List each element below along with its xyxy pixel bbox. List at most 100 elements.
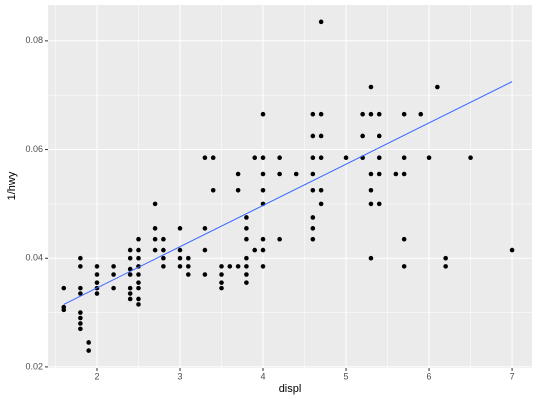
point xyxy=(368,111,374,117)
point xyxy=(202,155,208,160)
point xyxy=(210,155,216,160)
point xyxy=(401,236,407,242)
point xyxy=(252,247,258,253)
point xyxy=(136,272,141,277)
x-tick-label: 4 xyxy=(261,371,266,381)
point xyxy=(94,272,100,277)
point xyxy=(177,226,183,231)
point xyxy=(277,236,282,242)
point xyxy=(219,272,224,277)
point xyxy=(136,296,141,302)
point xyxy=(244,215,249,220)
point xyxy=(136,280,141,285)
point xyxy=(78,310,83,315)
point xyxy=(78,291,83,296)
point xyxy=(343,155,349,160)
point xyxy=(468,155,473,160)
point xyxy=(310,226,316,231)
point xyxy=(401,264,407,269)
point xyxy=(310,236,316,242)
point xyxy=(136,247,141,253)
point xyxy=(152,201,158,207)
point xyxy=(318,188,324,193)
point xyxy=(78,255,83,261)
point xyxy=(186,264,191,269)
point xyxy=(94,280,100,285)
point xyxy=(61,285,67,291)
point xyxy=(152,236,158,242)
y-axis-label: 1/hwy xyxy=(6,171,18,200)
point xyxy=(318,19,324,25)
marks xyxy=(61,19,515,353)
x-axis-label: displ xyxy=(279,383,302,395)
point xyxy=(244,226,249,231)
point xyxy=(318,111,324,117)
point xyxy=(186,272,191,277)
point xyxy=(210,188,216,193)
point xyxy=(310,215,316,220)
point xyxy=(177,247,183,253)
point xyxy=(202,272,208,277)
point xyxy=(127,285,133,291)
point xyxy=(78,326,83,332)
point xyxy=(86,348,91,353)
point xyxy=(310,155,316,160)
point xyxy=(252,155,258,160)
point xyxy=(202,247,208,253)
point xyxy=(111,264,116,269)
point xyxy=(244,264,249,269)
panel xyxy=(48,5,532,368)
point xyxy=(136,285,141,291)
point xyxy=(78,264,83,269)
point xyxy=(401,155,407,160)
point xyxy=(127,266,133,272)
point xyxy=(136,236,141,242)
point xyxy=(161,255,166,261)
point xyxy=(186,255,191,261)
point xyxy=(127,247,133,253)
point xyxy=(78,315,83,321)
point xyxy=(318,155,324,160)
point xyxy=(509,247,515,253)
point xyxy=(368,171,374,177)
point xyxy=(244,272,249,277)
point xyxy=(401,111,407,117)
point xyxy=(161,264,166,269)
point xyxy=(426,155,432,160)
point xyxy=(318,133,324,139)
x-tick-label: 7 xyxy=(510,371,515,381)
point xyxy=(111,285,116,291)
point xyxy=(401,171,407,177)
point xyxy=(227,264,233,269)
point xyxy=(360,111,365,117)
point xyxy=(202,226,208,231)
point xyxy=(260,111,266,117)
point xyxy=(161,247,166,253)
point xyxy=(376,171,382,177)
point xyxy=(393,171,399,177)
point xyxy=(368,201,374,207)
y-tick-label: 0.02 xyxy=(25,361,43,371)
point xyxy=(310,111,316,117)
point xyxy=(443,255,448,261)
point xyxy=(235,171,241,177)
point xyxy=(235,188,241,193)
point xyxy=(78,321,83,326)
point xyxy=(277,155,282,160)
point xyxy=(127,272,133,277)
point xyxy=(244,280,249,285)
point xyxy=(260,247,266,253)
y-tick-label: 0.08 xyxy=(25,35,43,45)
point xyxy=(310,171,316,177)
point xyxy=(260,171,266,177)
point xyxy=(360,133,365,139)
trend-line xyxy=(63,81,513,305)
point xyxy=(277,171,282,177)
y-tick-label: 0.06 xyxy=(25,144,43,154)
point xyxy=(136,302,141,307)
point xyxy=(219,285,224,291)
point xyxy=(260,236,266,242)
point xyxy=(152,226,158,231)
point xyxy=(94,291,100,296)
